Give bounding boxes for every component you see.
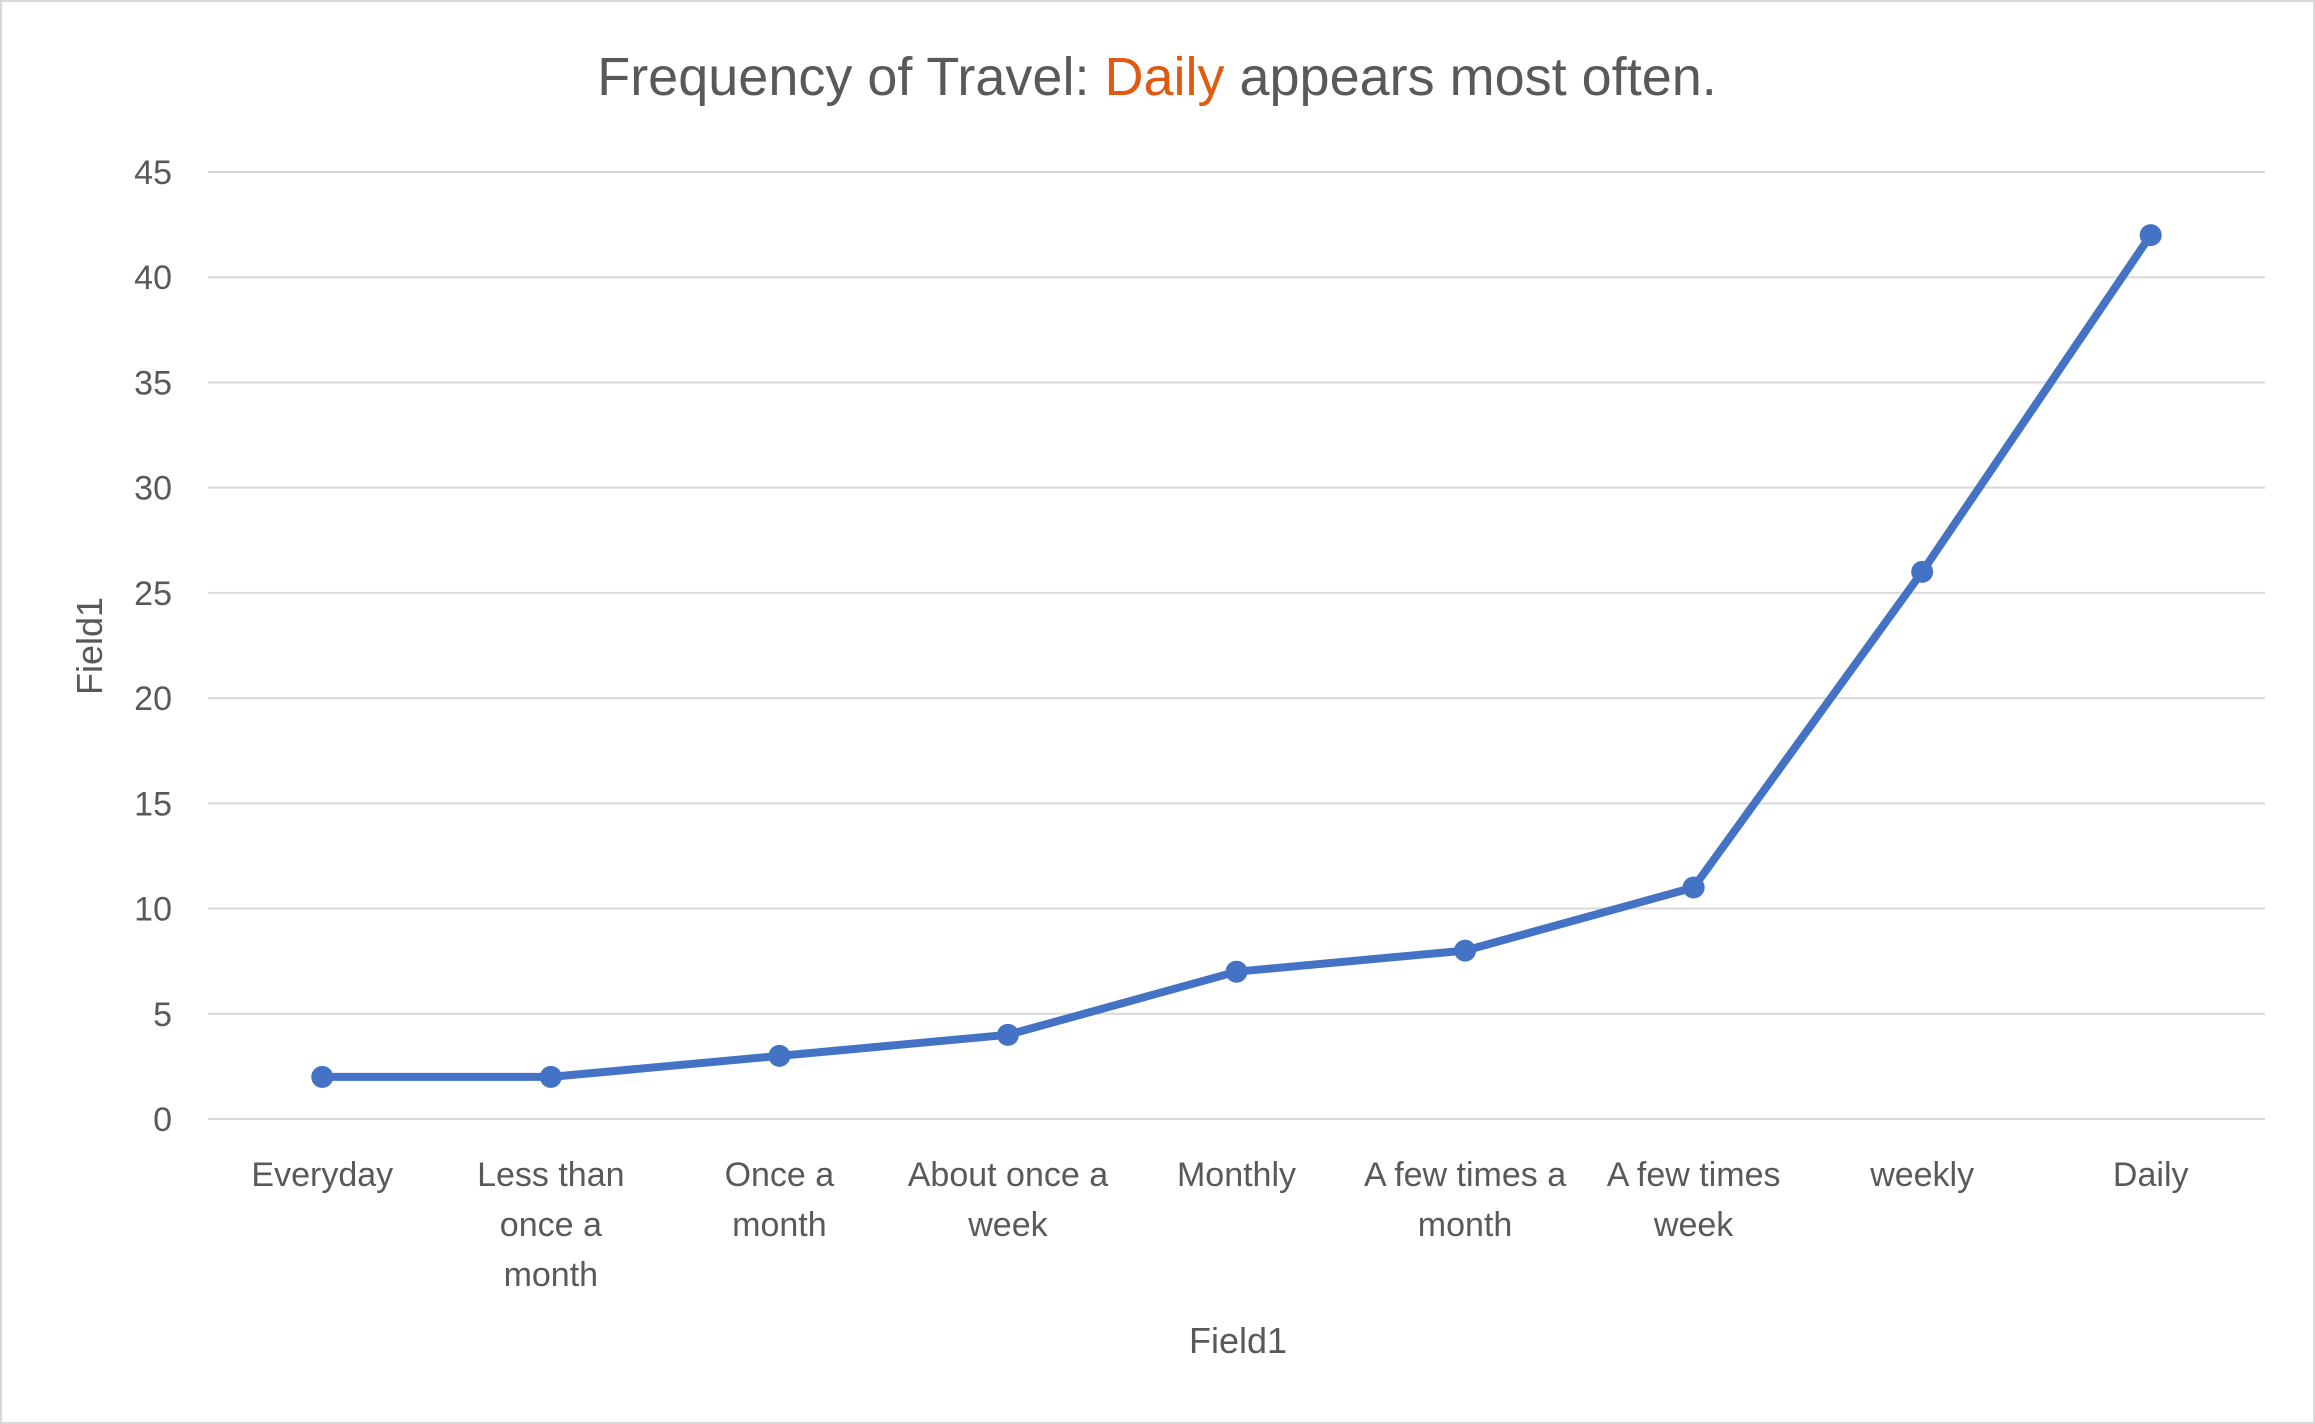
- x-tick-label-2: Once a month: [725, 1156, 835, 1244]
- gridlines: [208, 171, 2265, 1120]
- y-axis-tick-labels: 0 5 10 15 20 25 30 35 40 45: [134, 154, 172, 1139]
- y-tick-label-15: 15: [134, 785, 172, 823]
- data-point-0: [311, 1065, 334, 1088]
- x-tick-label-8-line-0: Daily: [2113, 1156, 2189, 1194]
- x-tick-label-2-line-0: Once a: [725, 1156, 835, 1194]
- x-tick-label-5-line-1: month: [1418, 1206, 1513, 1244]
- series-layer: [311, 224, 2162, 1088]
- x-tick-label-4: Monthly: [1177, 1156, 1296, 1194]
- data-point-7: [1911, 560, 1934, 583]
- x-tick-label-3-line-1: week: [967, 1206, 1048, 1244]
- y-tick-label-5: 5: [153, 996, 172, 1034]
- data-point-4: [1225, 960, 1248, 983]
- data-point-6: [1682, 876, 1705, 899]
- x-tick-label-5: A few times a month: [1364, 1156, 1566, 1244]
- x-tick-label-2-line-1: month: [732, 1206, 827, 1244]
- chart-title-part-1: Daily: [1104, 47, 1224, 107]
- x-tick-label-4-line-0: Monthly: [1177, 1156, 1296, 1194]
- x-tick-label-1-line-2: month: [504, 1256, 599, 1294]
- chart-title-part-0: Frequency of Travel:: [597, 47, 1104, 107]
- x-tick-label-6-line-0: A few times: [1607, 1156, 1781, 1194]
- y-tick-label-30: 30: [134, 470, 172, 508]
- x-tick-label-1-line-0: Less than: [477, 1156, 624, 1194]
- x-tick-label-6-line-1: week: [1653, 1206, 1734, 1244]
- x-tick-label-7-line-0: weekly: [1869, 1156, 1974, 1194]
- x-tick-label-3: About once a week: [908, 1156, 1108, 1244]
- y-tick-label-25: 25: [134, 575, 172, 613]
- x-tick-label-0-line-0: Everyday: [251, 1156, 393, 1194]
- x-tick-label-6: A few times week: [1607, 1156, 1781, 1244]
- data-point-3: [996, 1023, 1019, 1046]
- x-axis-title: Field1: [1189, 1320, 1287, 1361]
- y-axis-title: Field1: [69, 597, 110, 695]
- chart-title: Frequency of Travel: Daily appears most …: [597, 47, 1717, 107]
- data-point-1: [539, 1065, 562, 1088]
- chart-title-part-2: appears most often.: [1224, 47, 1716, 107]
- x-tick-label-1: Less than once a month: [477, 1156, 624, 1294]
- x-tick-label-1-line-1: once a: [500, 1206, 602, 1244]
- x-tick-label-7: weekly: [1869, 1156, 1974, 1194]
- y-tick-label-40: 40: [134, 259, 172, 297]
- data-point-5: [1454, 939, 1477, 962]
- x-tick-label-8: Daily: [2113, 1156, 2189, 1194]
- y-tick-label-45: 45: [134, 154, 172, 192]
- y-tick-label-0: 0: [153, 1101, 172, 1139]
- y-tick-label-35: 35: [134, 364, 172, 402]
- x-tick-label-3-line-0: About once a: [908, 1156, 1108, 1194]
- x-tick-label-0: Everyday: [251, 1156, 393, 1194]
- data-point-2: [768, 1044, 791, 1067]
- data-point-8: [2139, 224, 2162, 247]
- y-tick-label-20: 20: [134, 680, 172, 718]
- x-tick-label-5-line-0: A few times a: [1364, 1156, 1566, 1194]
- y-tick-label-10: 10: [134, 891, 172, 929]
- series-line-0: [318, 231, 2155, 1081]
